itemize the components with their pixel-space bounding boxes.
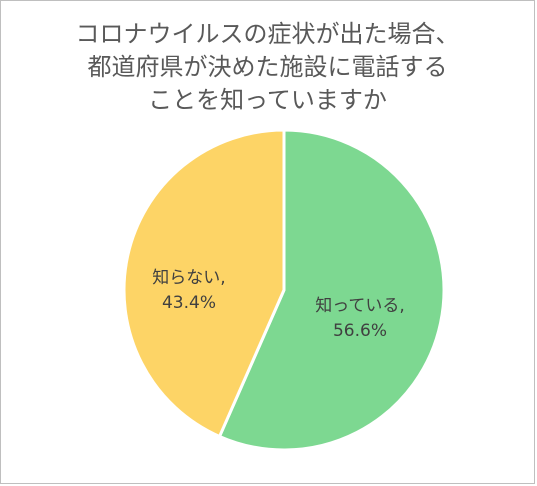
- pie-slice-1: [218, 128, 446, 452]
- pie-label-2: 知らない, 43.4%: [152, 268, 225, 313]
- chart-title-line-2: 都道府県が決めた施設に電話する: [87, 53, 448, 81]
- pie-slice-2: [122, 128, 286, 438]
- pie-label-category: 知っている,: [315, 296, 405, 316]
- pie-label-1: 知っている, 56.6%: [315, 296, 405, 341]
- pie-label-value: 43.4%: [162, 293, 216, 313]
- chart-title-line-1: コロナウイルスの症状が出た場合、: [75, 20, 460, 48]
- pie-label-value: 56.6%: [333, 321, 387, 341]
- chart-title-line-3: ことを知っていますか: [148, 86, 387, 114]
- pie-labels: 知っている, 56.6% 知らない, 43.4%: [152, 268, 404, 341]
- pie-label-category: 知らない,: [152, 268, 225, 288]
- pie-slices: [122, 128, 446, 452]
- chart-title: コロナウイルスの症状が出た場合、 都道府県が決めた施設に電話する ことを知ってい…: [40, 18, 495, 117]
